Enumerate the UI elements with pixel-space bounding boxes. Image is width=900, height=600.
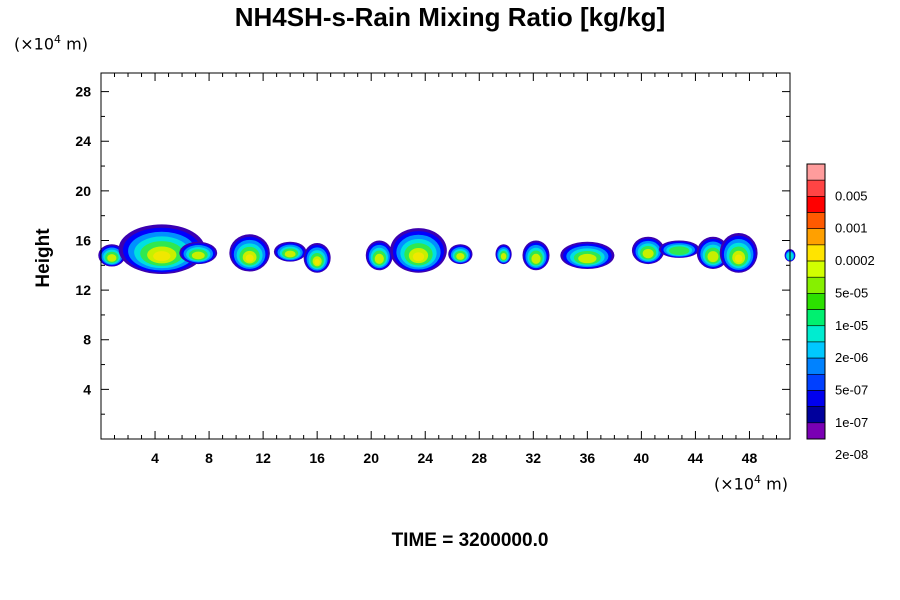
x-tick-label: 8 — [205, 450, 213, 466]
x-tick-label: 40 — [634, 450, 650, 466]
colorbar-labels: 0.005 0.001 0.0002 5e-05 1e-05 2e-06 5e-07 1e-0… — [835, 188, 875, 462]
y-axis-label: Height — [33, 228, 54, 288]
colorbar-swatch — [806, 390, 826, 407]
colorbar-label: 2e-08 — [835, 447, 868, 462]
y-tick-label: 4 — [83, 381, 91, 397]
y-tick-label: 16 — [75, 232, 91, 248]
time-label: TIME = 3200000.0 — [391, 530, 549, 551]
cloud-contour — [245, 254, 254, 262]
colorbar-label: 2e-06 — [835, 350, 868, 365]
cloud-contour — [412, 252, 425, 262]
chart-title: NH4SH-s-Rain Mixing Ratio [kg/kg] — [234, 2, 666, 32]
colorbar-label: 0.005 — [835, 188, 868, 203]
cloud — [495, 244, 512, 265]
colorbar-swatch — [806, 163, 826, 181]
colorbar-frame — [806, 163, 826, 440]
cloud-contour — [707, 251, 719, 263]
cloud — [658, 240, 700, 258]
colorbar — [806, 163, 826, 440]
colorbar-label: 0.0002 — [835, 253, 875, 268]
cloud — [98, 244, 126, 267]
cloud-contour — [456, 253, 465, 260]
colorbar-swatch — [806, 341, 826, 359]
colorbar-label: 0.001 — [835, 221, 868, 236]
x-tick-label: 24 — [417, 450, 433, 466]
plot-frame — [100, 72, 791, 440]
colorbar-swatch — [806, 276, 826, 294]
y-tick-label: 28 — [75, 84, 91, 100]
colorbar-swatch — [806, 260, 826, 278]
colorbar-swatch — [806, 179, 826, 197]
colorbar-swatch — [806, 406, 826, 424]
colorbar-swatch — [806, 422, 826, 440]
cloud — [229, 234, 270, 272]
x-tick-label: 16 — [309, 450, 325, 466]
cloud — [448, 244, 473, 265]
cloud — [365, 240, 393, 271]
y-tick-label: 12 — [75, 282, 91, 298]
colorbar-swatch — [806, 212, 826, 230]
x-tick-label: 44 — [688, 450, 704, 466]
colorbar-label: 5e-05 — [835, 285, 868, 300]
cloud-contour — [314, 259, 320, 266]
y-tick-label: 8 — [83, 332, 91, 348]
colorbar-swatch — [806, 357, 826, 375]
cloud — [118, 224, 206, 274]
colorbar-swatch — [806, 228, 826, 246]
colorbar-label: 5e-07 — [835, 382, 868, 397]
colorbar-swatch — [806, 309, 826, 327]
cloud-contour — [531, 253, 541, 264]
cloud-contour — [642, 248, 654, 259]
cloud-contour — [153, 251, 171, 262]
cloud — [522, 240, 550, 271]
x-tick-label: 4 — [151, 450, 159, 466]
cloud — [303, 242, 331, 273]
x-axis-unit: (×104 m) — [714, 473, 788, 494]
x-tick-label: 20 — [363, 450, 379, 466]
cloud-contour — [578, 253, 597, 264]
cloud-contour — [374, 253, 384, 264]
cloud-contour — [191, 251, 205, 260]
colorbar-swatch — [806, 244, 826, 262]
cloud-contour — [669, 246, 690, 256]
cloud — [179, 241, 218, 265]
cloud-contour — [107, 254, 117, 262]
colorbar-label: 1e-05 — [835, 318, 868, 333]
x-tick-label: 48 — [742, 450, 758, 466]
cloud — [273, 241, 307, 262]
y-tick-label: 20 — [75, 183, 91, 199]
cloud — [390, 228, 447, 273]
cloud-contour — [734, 254, 743, 263]
cloud — [696, 236, 730, 270]
y-tick-label: 24 — [75, 133, 91, 149]
cloud — [560, 241, 615, 270]
colorbar-swatch — [806, 325, 826, 343]
data-field — [98, 224, 796, 274]
x-tick-label: 36 — [580, 450, 596, 466]
x-tick-label: 12 — [255, 450, 271, 466]
colorbar-swatch — [806, 293, 826, 310]
cloud — [631, 236, 665, 265]
cloud — [719, 233, 758, 273]
colorbar-swatch — [806, 373, 826, 391]
colorbar-swatch — [806, 196, 826, 213]
colorbar-label: 1e-07 — [835, 415, 868, 430]
x-tick-label: 28 — [471, 450, 487, 466]
y-axis-unit: (×104 m) — [14, 33, 88, 54]
cloud-contour — [500, 253, 507, 260]
x-tick-label: 32 — [526, 450, 542, 466]
cloud-contour — [284, 250, 296, 258]
